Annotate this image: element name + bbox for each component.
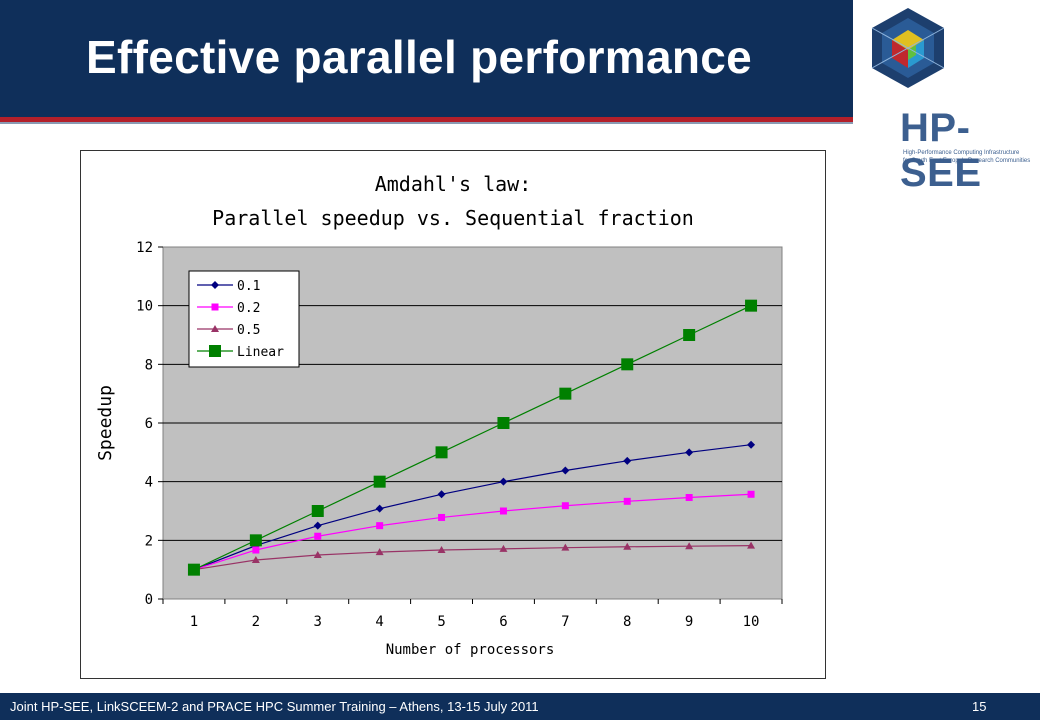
legend-label: 0.2 (237, 301, 260, 316)
series-linear (187, 299, 758, 576)
series-0-5 (189, 541, 756, 573)
series-line (193, 444, 752, 571)
series-line (193, 545, 752, 571)
legend-label: 0.5 (237, 323, 260, 338)
data-point (499, 507, 507, 515)
header-stripe-secondary (0, 122, 853, 124)
slide-title: Effective parallel performance (86, 31, 753, 83)
x-tick-label: 3 (314, 614, 322, 630)
data-point (747, 541, 756, 549)
chart-legend: 0.1 0.2 0.5 Linear (188, 270, 300, 368)
data-point (623, 497, 631, 505)
series-line (193, 493, 752, 571)
speedup-chart: Amdahl's law: Parallel speedup vs. Seque… (95, 172, 783, 658)
chart-frame: Amdahl's law: Parallel speedup vs. Seque… (80, 150, 826, 679)
chart-subtitle: Parallel speedup vs. Sequential fraction (212, 206, 694, 230)
x-tick-label: 7 (561, 614, 569, 630)
data-point (314, 532, 322, 540)
data-point (499, 544, 508, 552)
data-point (437, 546, 446, 554)
data-point (559, 387, 572, 400)
data-point (252, 546, 260, 554)
data-point (685, 448, 694, 457)
x-axis-label: Number of processors (386, 642, 555, 658)
data-point (373, 475, 386, 488)
slide-header (0, 0, 853, 117)
y-tick-label: 4 (145, 475, 153, 491)
data-point (623, 542, 632, 550)
data-point (311, 505, 324, 517)
series-line (193, 305, 752, 571)
x-tick-label: 9 (685, 614, 693, 630)
data-point (376, 522, 384, 530)
legend-marker (211, 303, 219, 311)
y-tick-label: 6 (145, 416, 153, 432)
data-point (438, 513, 446, 521)
chart-title: Amdahl's law: (375, 172, 532, 196)
legend-label: 0.1 (237, 279, 260, 294)
data-point (621, 358, 634, 371)
data-point (499, 477, 508, 486)
data-point (251, 555, 260, 563)
x-tick-label: 6 (499, 614, 507, 630)
data-point (435, 446, 448, 459)
slide-footer (0, 693, 1040, 720)
data-point (375, 504, 384, 513)
legend-label: Linear (237, 345, 284, 360)
logo-subtitle-1: High-Performance Computing Infrastructur… (903, 150, 1020, 156)
data-point (561, 543, 570, 551)
data-point (497, 417, 510, 429)
legend-marker (211, 281, 219, 289)
data-point (745, 299, 758, 312)
logo-subtitle-2: for South East Europe's Research Communi… (903, 158, 1031, 164)
x-tick-label: 8 (623, 614, 631, 630)
y-tick-label: 0 (145, 592, 153, 608)
y-tick-label: 12 (136, 240, 153, 256)
x-tick-label: 2 (252, 614, 260, 630)
data-point (623, 456, 632, 465)
data-point (375, 548, 384, 556)
data-point (561, 502, 569, 510)
data-point (187, 563, 200, 576)
y-tick-label: 8 (145, 357, 153, 373)
logo-text: HP-SEE (900, 106, 982, 195)
x-tick-label: 4 (375, 614, 383, 630)
data-point (561, 466, 570, 475)
footer-text: Joint HP-SEE, LinkSCEEM-2 and PRACE HPC … (10, 699, 539, 714)
x-tick-label: 5 (437, 614, 445, 630)
data-point (313, 551, 322, 558)
legend-marker (211, 325, 219, 332)
hp-see-logo-icon (871, 8, 945, 88)
data-point (747, 490, 755, 498)
data-point (685, 542, 694, 550)
data-point (313, 521, 322, 530)
x-tick-label: 1 (190, 614, 198, 630)
y-axis-label: Speedup (95, 385, 116, 461)
legend-marker (209, 345, 221, 357)
data-point (437, 490, 446, 499)
y-tick-label: 2 (145, 533, 153, 549)
data-point (685, 494, 693, 502)
y-tick-label: 10 (136, 299, 153, 315)
data-point (683, 329, 696, 341)
data-point (747, 440, 756, 449)
header-stripe (0, 117, 853, 122)
x-tick-label: 10 (743, 614, 760, 630)
page-number: 15 (972, 699, 987, 714)
data-point (249, 534, 262, 547)
